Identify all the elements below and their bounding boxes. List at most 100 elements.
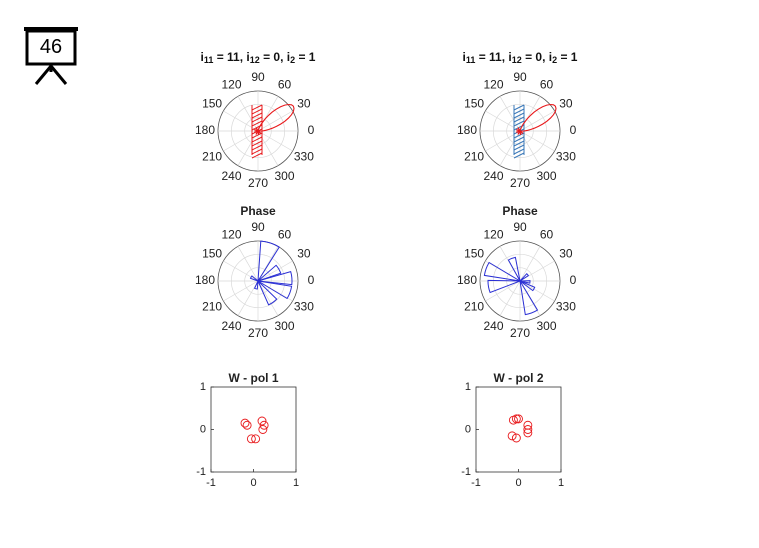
angle-tick-label: 240 <box>483 319 503 333</box>
scatter-point <box>246 434 256 444</box>
title-subscript: 11 <box>466 55 476 65</box>
main-lobe <box>257 103 295 132</box>
scatter-point <box>507 431 517 441</box>
scatter-axes <box>475 386 562 473</box>
scatter-point <box>242 420 252 430</box>
angle-tick-label: 90 <box>251 70 265 84</box>
title-subscript: 2 <box>290 55 295 65</box>
angle-tick-label: 270 <box>248 326 268 340</box>
hatch-line <box>251 112 263 119</box>
hatch-line <box>251 152 263 159</box>
angle-tick-label: 120 <box>483 77 503 91</box>
scatter-point <box>514 414 523 424</box>
angle-tick-label: 240 <box>221 169 241 183</box>
scatter-point <box>251 434 261 444</box>
angle-tick-label: 210 <box>464 150 484 164</box>
title-part: = 0, i <box>522 50 552 64</box>
hatch-line <box>513 132 525 139</box>
polar-spoke <box>237 246 259 282</box>
scatter-point <box>257 416 267 426</box>
polar-spoke <box>519 246 541 282</box>
hatch-line <box>251 116 263 123</box>
polar-spoke <box>257 280 279 316</box>
presentation-icon: 46 <box>22 26 80 85</box>
angle-tick-label: 120 <box>483 227 503 241</box>
plot-frame <box>210 386 297 473</box>
title-subscript: 12 <box>512 55 522 65</box>
polar-spoke <box>223 280 259 302</box>
hatch-line <box>513 112 525 119</box>
angle-tick-label: 240 <box>483 169 503 183</box>
angle-tick-label: 90 <box>513 220 527 234</box>
scatter-title: W - pol 1 <box>229 371 279 385</box>
angle-tick-label: 150 <box>202 97 222 111</box>
title-subscript: 11 <box>204 55 214 65</box>
angle-tick-label: 0 <box>308 123 315 137</box>
angle-tick-label: 0 <box>308 273 315 287</box>
plot-frame <box>475 386 562 473</box>
pattern-title: i11 = 11, i12 = 0, i2 = 1 <box>463 50 578 65</box>
rose-bin <box>519 280 536 292</box>
title-part: = 1 <box>557 50 578 64</box>
rose-bin <box>483 261 521 282</box>
x-tick-label: 0 <box>250 477 256 489</box>
polar-spoke <box>499 96 521 132</box>
x-tick-label: 1 <box>293 477 299 489</box>
title-part: = 1 <box>295 50 316 64</box>
rose-bin <box>257 264 282 282</box>
rose-bin <box>253 280 259 290</box>
side-lobe <box>519 130 524 135</box>
y-tick-label: 0 <box>200 423 206 435</box>
x-tick-label: 1 <box>558 477 564 489</box>
hatch-line <box>513 136 525 143</box>
angle-tick-label: 30 <box>559 247 573 261</box>
x-tick-label: -1 <box>206 477 216 489</box>
polar-spoke <box>257 130 293 152</box>
hatch-line <box>513 120 525 127</box>
hatch-line <box>251 120 263 127</box>
hatch-line <box>251 132 263 139</box>
title-part: i <box>463 50 466 64</box>
y-tick-label: 0 <box>465 423 471 435</box>
angle-tick-label: 270 <box>510 326 530 340</box>
polar-spoke <box>257 130 279 166</box>
hatch-region <box>251 104 263 159</box>
rose-bin <box>487 279 521 294</box>
phase-title: Phase <box>502 204 538 218</box>
angle-tick-label: 270 <box>510 176 530 190</box>
angle-tick-label: 150 <box>464 97 484 111</box>
main-lobe <box>519 103 557 132</box>
scatter-point <box>511 414 521 424</box>
angle-tick-label: 180 <box>457 123 477 137</box>
hatch-line <box>251 148 263 155</box>
angle-tick-label: 240 <box>221 319 241 333</box>
angle-tick-label: 120 <box>221 77 241 91</box>
y-tick-label: 1 <box>465 381 471 393</box>
angle-tick-label: 30 <box>297 97 311 111</box>
rose-bin <box>519 272 530 282</box>
angle-tick-label: 90 <box>513 70 527 84</box>
angle-tick-label: 150 <box>464 247 484 261</box>
angle-tick-label: 180 <box>457 273 477 287</box>
scatter-axes <box>210 386 297 473</box>
angle-tick-label: 270 <box>248 176 268 190</box>
angle-tick-label: 150 <box>202 247 222 261</box>
rose-bin <box>257 270 293 286</box>
hatch-line <box>513 152 525 159</box>
rose-bin <box>519 280 531 284</box>
hatch-line <box>513 116 525 123</box>
polar-spoke <box>257 110 293 132</box>
polar-spoke <box>499 280 521 316</box>
scatter-point <box>523 425 533 434</box>
title-part: = 11, i <box>475 50 511 64</box>
pattern-title: i11 = 11, i12 = 0, i2 = 1 <box>201 50 316 65</box>
title-subscript: 12 <box>250 55 260 65</box>
polar-spoke <box>485 280 521 302</box>
hatch-line <box>251 140 263 147</box>
hatch-line <box>251 136 263 143</box>
angle-tick-label: 30 <box>297 247 311 261</box>
angle-tick-label: 300 <box>536 169 556 183</box>
hatch-line <box>251 104 263 111</box>
title-subscript: 2 <box>552 55 557 65</box>
